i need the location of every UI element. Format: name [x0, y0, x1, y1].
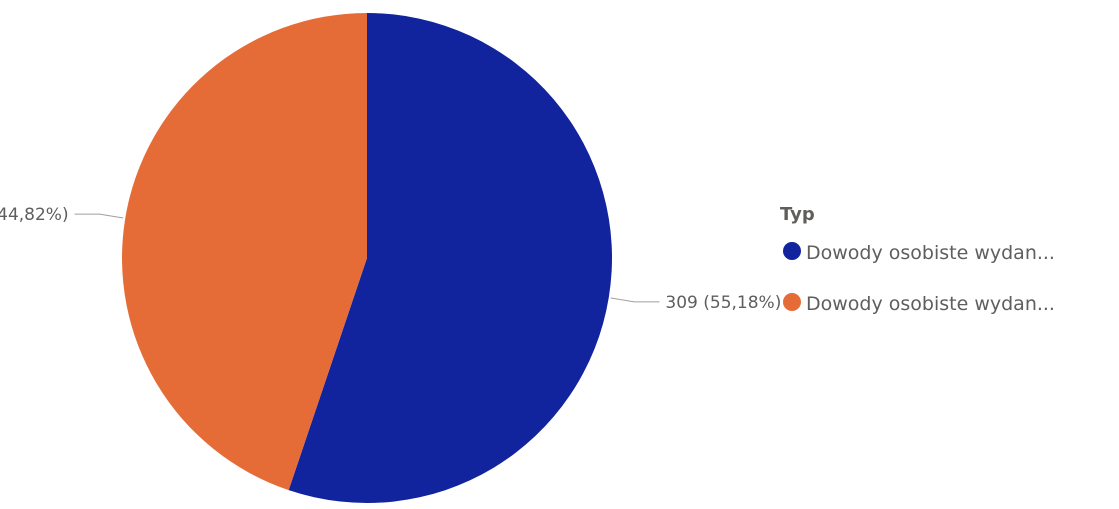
legend-title: Typ — [780, 204, 815, 225]
legend-entry-1[interactable]: Dowody osobiste wydan... — [806, 293, 1055, 315]
pie-slice-0[interactable] — [288, 13, 612, 503]
data-label-0: 309 (55,18%) — [665, 293, 781, 313]
legend-marker-0 — [783, 242, 801, 260]
pie-slice-1[interactable] — [121, 13, 367, 491]
legend-marker-1 — [783, 293, 801, 311]
leader-line-0 — [610, 297, 660, 303]
pie-slices — [121, 13, 612, 503]
leader-line-1 — [74, 213, 124, 219]
data-label-1: 251 (44,82%) — [0, 205, 69, 225]
legend: Typ Dowody osobiste wydan... Dowody osob… — [780, 204, 1055, 315]
data-labels: 309 (55,18%) 251 (44,82%) — [0, 205, 781, 313]
legend-entry-0[interactable]: Dowody osobiste wydan... — [806, 242, 1055, 264]
